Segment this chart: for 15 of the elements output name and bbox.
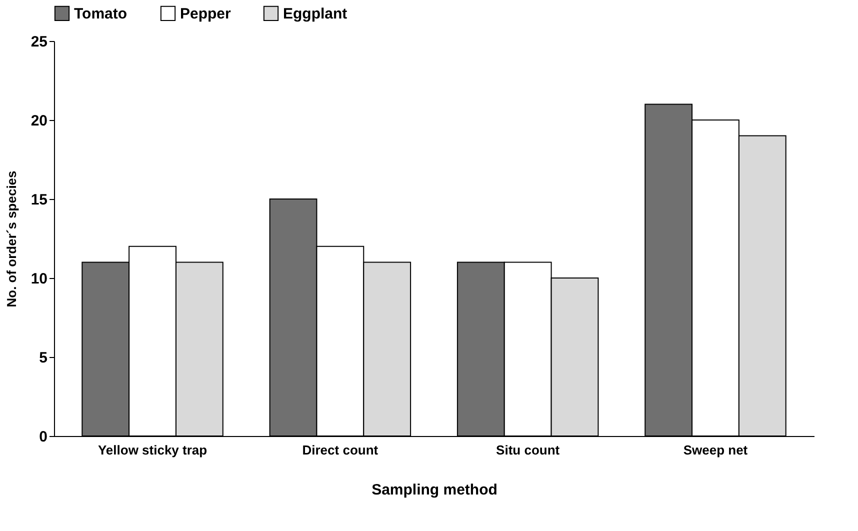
legend-label: Eggplant xyxy=(283,5,348,22)
y-tick-label: 5 xyxy=(39,350,48,366)
x-tick-label: Situ count xyxy=(496,442,560,458)
y-tick-label: 10 xyxy=(30,270,48,288)
y-tick-label: 20 xyxy=(30,112,48,130)
x-tick-label: Sweep net xyxy=(683,442,748,458)
y-tick-label: 0 xyxy=(39,428,48,446)
legend-label: Pepper xyxy=(180,5,232,22)
x-tick-label: Direct count xyxy=(302,442,379,458)
y-tick-label: 15 xyxy=(30,192,48,208)
y-tick-label: 25 xyxy=(30,34,48,50)
x-axis-title: Sampling method xyxy=(372,482,498,498)
legend-label: Tomato xyxy=(74,5,128,22)
x-tick-label: Yellow sticky trap xyxy=(98,442,208,458)
y-axis-title: No. of order´s species xyxy=(4,170,19,308)
